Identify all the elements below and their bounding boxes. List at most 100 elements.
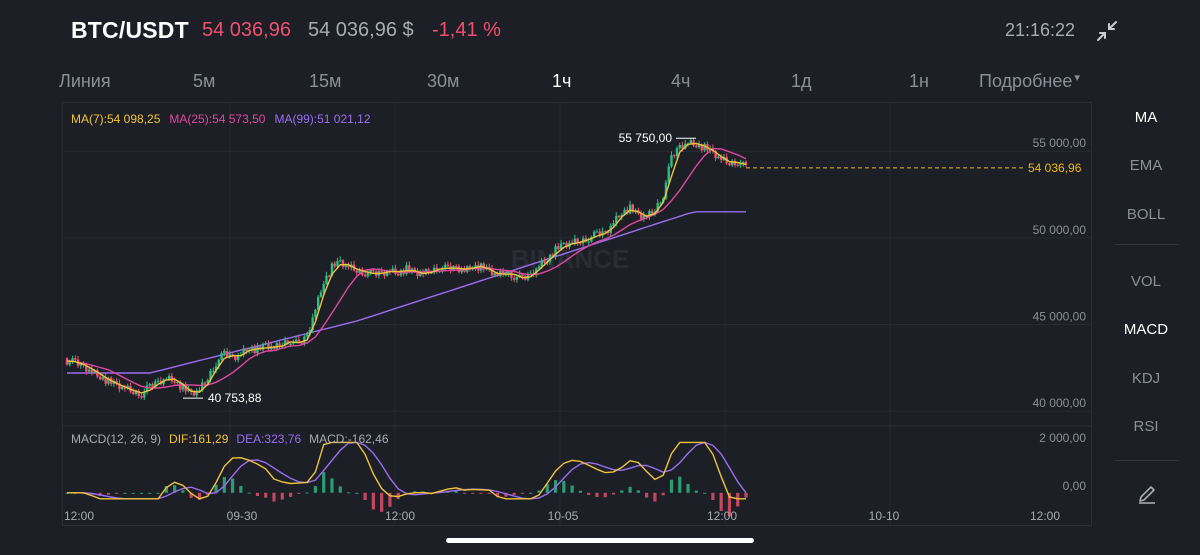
tab-more[interactable]: Подробнее ▾ bbox=[979, 71, 1080, 91]
macd-histogram-bar bbox=[346, 492, 351, 494]
candle-body bbox=[170, 375, 174, 382]
indicator-ema[interactable]: EMA bbox=[1129, 157, 1163, 174]
tab-15m[interactable]: 15м bbox=[309, 71, 342, 91]
tab-1d[interactable]: 1д bbox=[791, 71, 812, 91]
candle-body bbox=[253, 347, 256, 354]
candle-body bbox=[612, 223, 615, 226]
candle-body bbox=[264, 343, 267, 345]
macd-histogram-bar bbox=[288, 492, 293, 497]
macd-histogram-bar bbox=[727, 492, 732, 517]
candle-body bbox=[209, 371, 212, 381]
candle-body bbox=[90, 369, 94, 373]
indicator-ma[interactable]: MA bbox=[1134, 109, 1158, 126]
candle-body bbox=[468, 266, 472, 270]
tab-4h[interactable]: 4ч bbox=[671, 71, 691, 91]
price-tick-label: 55 000,00 bbox=[1033, 136, 1087, 150]
candle-body bbox=[87, 369, 91, 372]
candle-body bbox=[104, 377, 107, 384]
indicator-vol[interactable]: VOL bbox=[1130, 273, 1161, 290]
macd-histogram-bar bbox=[719, 492, 723, 512]
macd-histogram-bar bbox=[247, 492, 251, 494]
candle-body bbox=[96, 370, 99, 377]
chart-area[interactable] bbox=[62, 102, 1092, 526]
candle-body bbox=[79, 363, 83, 366]
trading-pair[interactable]: BTC/USDT bbox=[71, 17, 189, 43]
ma25-value: MA(25):54 573,50 bbox=[169, 112, 266, 126]
macd-histogram-bar bbox=[380, 492, 384, 512]
candle-body bbox=[700, 144, 704, 151]
macd-histogram-bar bbox=[181, 490, 185, 493]
candle-body bbox=[118, 383, 121, 390]
candle-body bbox=[195, 390, 198, 396]
candle-body bbox=[742, 161, 745, 164]
tab-line[interactable]: Линия bbox=[59, 71, 111, 91]
tab-30m[interactable]: 30м bbox=[427, 71, 460, 91]
candle-body bbox=[173, 381, 176, 383]
candle-body bbox=[689, 140, 692, 144]
dif-path bbox=[67, 441, 746, 500]
macd-histogram-bar bbox=[272, 492, 276, 502]
tab-1h[interactable]: 1ч bbox=[552, 71, 572, 91]
price-tick-label: 40 000,00 bbox=[1033, 396, 1087, 410]
indicator-rsi[interactable]: RSI bbox=[1133, 418, 1159, 435]
macd-histogram-bar bbox=[313, 486, 318, 493]
candle-body bbox=[328, 275, 331, 277]
candle-body bbox=[192, 391, 196, 396]
indicator-boll[interactable]: BOLL bbox=[1126, 206, 1166, 223]
macd-histogram-bar bbox=[620, 490, 624, 493]
candle-body bbox=[728, 163, 731, 166]
pencil-icon[interactable] bbox=[1136, 483, 1158, 505]
candle-body bbox=[717, 156, 720, 159]
candle-body bbox=[490, 268, 494, 276]
macd-histogram-bar bbox=[106, 492, 111, 495]
collapse-arrows-icon[interactable] bbox=[1094, 18, 1120, 44]
macd-histogram-bar bbox=[711, 492, 715, 500]
macd-histogram-bar bbox=[653, 492, 657, 502]
candle-body bbox=[562, 242, 566, 244]
candle-body bbox=[744, 161, 748, 165]
macd-histogram-bar bbox=[388, 492, 392, 507]
clock: 21:16:22 bbox=[1005, 20, 1076, 40]
indicator-kdj[interactable]: KDJ bbox=[1131, 370, 1161, 387]
candle-body bbox=[355, 270, 359, 273]
candle-body bbox=[501, 270, 505, 275]
macd-histogram-bar bbox=[264, 492, 268, 498]
indicator-macd[interactable]: MACD bbox=[1123, 321, 1169, 338]
candle-body bbox=[330, 263, 334, 276]
tab-1w[interactable]: 1н bbox=[909, 71, 929, 91]
macd-histogram-bar bbox=[570, 485, 574, 493]
candle-body bbox=[695, 145, 698, 148]
candle-body bbox=[151, 384, 154, 388]
candle-body bbox=[670, 155, 673, 167]
macd-tick-label: 2 000,00 bbox=[1039, 431, 1086, 445]
candle-body bbox=[278, 343, 281, 347]
macd-histogram-bar bbox=[520, 492, 525, 494]
dea-path bbox=[67, 441, 747, 500]
candle-body bbox=[206, 380, 209, 384]
candle-body bbox=[181, 384, 185, 390]
indicator-menu: MA EMA BOLL VOL MACD KDJ RSI bbox=[1100, 100, 1200, 520]
candle-body bbox=[85, 365, 88, 372]
candle-body bbox=[347, 264, 350, 268]
candle-body bbox=[595, 231, 599, 233]
macd-histogram-bar bbox=[139, 492, 144, 494]
candle-body bbox=[397, 273, 400, 276]
candle-body bbox=[673, 155, 676, 157]
candle-body bbox=[245, 348, 248, 352]
macd-histogram-bar bbox=[636, 490, 640, 493]
candle-body bbox=[167, 375, 171, 380]
price-axis: 55 000,00 50 000,00 45 000,00 40 000,00 bbox=[1033, 136, 1087, 410]
candle-body bbox=[220, 353, 223, 360]
candle-body bbox=[730, 160, 734, 166]
macd-histogram-bar bbox=[280, 492, 284, 500]
tab-5m[interactable]: 5м bbox=[193, 71, 216, 91]
candle-body bbox=[225, 351, 229, 358]
time-tick-label: 12:00 bbox=[64, 509, 94, 523]
home-indicator[interactable] bbox=[446, 538, 754, 543]
candle-body bbox=[601, 231, 604, 236]
candle-body bbox=[416, 270, 419, 276]
macd-histogram-bar bbox=[156, 492, 160, 494]
macd-histogram-bar bbox=[537, 490, 541, 493]
usd-price: 54 036,96 $ bbox=[308, 19, 414, 41]
